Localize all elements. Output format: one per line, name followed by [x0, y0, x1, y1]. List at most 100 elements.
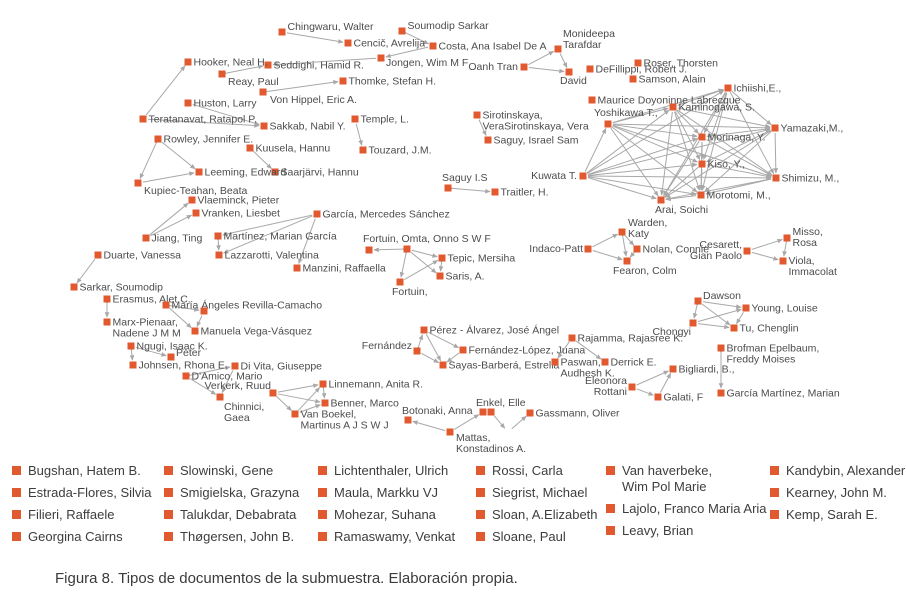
network-edge-clique — [587, 137, 698, 175]
network-edge — [404, 260, 439, 280]
network-node-kaminogawa — [669, 103, 677, 111]
network-edge — [76, 258, 96, 284]
legend-label: Thøgersen, John B. — [180, 528, 295, 544]
node-label-traitler: Traitler, H. — [501, 187, 549, 199]
network-node-fortleft — [365, 246, 373, 254]
network-node-derrick — [601, 358, 609, 366]
network-edge — [299, 404, 321, 413]
network-node-defillippi — [586, 65, 594, 73]
node-label-kaminogawa: Kaminogawa, S. — [679, 102, 755, 114]
network-edge — [592, 249, 623, 261]
network-node-tu — [730, 324, 738, 332]
network-edge — [222, 214, 313, 237]
node-label-shimizu: Shimizu, M., — [782, 173, 840, 185]
network-edge-clique — [664, 130, 772, 198]
network-edge — [447, 185, 491, 194]
network-node-damico — [182, 372, 190, 380]
network-node-nolan — [633, 245, 641, 253]
legend-bullet-icon — [606, 525, 615, 535]
network-edge-clique — [659, 111, 673, 196]
network-node-touzard — [359, 146, 367, 154]
node-label-young: Young, Louise — [752, 303, 818, 315]
figure-caption: Figura 8. Tipos de documentos de la subm… — [55, 570, 518, 587]
node-label-jiang: Jiang, Ting — [152, 233, 203, 245]
node-label-maria: María Ángeles Revilla-Camacho — [172, 299, 323, 312]
network-edge — [221, 64, 264, 77]
legend-bullet-icon — [606, 466, 615, 475]
node-label-jongen: Jongen, Wim M F — [386, 57, 468, 69]
network-edge — [139, 138, 161, 180]
network-edge-clique — [698, 168, 704, 191]
legend-label: Georgina Cairns — [28, 528, 123, 544]
network-edge-clique — [677, 107, 771, 129]
network-node-duarte — [94, 251, 102, 259]
network-edge — [222, 215, 313, 254]
network-edge — [428, 331, 460, 349]
legend-column-1: Bugshan, Hatem B. Estrada-Flores, Silvia F… — [12, 463, 162, 550]
network-node-enkel2 — [487, 408, 495, 416]
node-label-botonaki: Botonaki, Anna — [402, 405, 473, 417]
network-node-indaco — [584, 245, 592, 253]
network-node-roser — [634, 59, 642, 67]
network-node-traitler — [491, 188, 499, 196]
node-label-benner: Benner, Marco — [331, 398, 399, 410]
network-edge — [629, 247, 639, 258]
network-edge — [446, 352, 460, 363]
network-edge — [478, 119, 487, 137]
node-label-erasmus: Erasmus, Alet C. — [113, 294, 191, 306]
network-node-kupiec — [134, 179, 142, 187]
network-node-monideepa — [554, 45, 562, 53]
legend-label: Bugshan, Hatem B. — [28, 463, 141, 478]
network-node-peter — [167, 353, 175, 361]
node-label-leeming: Leeming, Edward — [205, 167, 287, 179]
network-node-ngugi — [127, 342, 135, 350]
network-edge-clique — [587, 128, 771, 176]
node-label-linnemann: Linnemann, Anita R. — [329, 379, 424, 391]
node-label-enkel1: Enkel, Elle — [476, 397, 526, 409]
network-node-johnsen — [129, 361, 137, 369]
network-edge — [169, 307, 192, 329]
network-node-verkerk — [269, 389, 277, 397]
network-edge — [421, 352, 440, 364]
node-label-rowley: Rowley, Jennifer E. — [164, 134, 254, 146]
network-node-benner — [321, 399, 329, 407]
node-label-samson: Samson, Alain — [639, 74, 706, 86]
legend-label: Lajolo, Franco Maria Aria — [622, 500, 767, 516]
network-edge — [659, 372, 672, 393]
node-label-misso: Misso, Rosa — [793, 226, 823, 249]
network-edge-clique — [706, 138, 773, 177]
node-label-kuwata: Kuwata T. — [531, 170, 577, 182]
legend-label: Slowinski, Gene — [180, 463, 274, 478]
network-edge — [277, 383, 319, 393]
node-label-fernandez: Fernández — [362, 340, 412, 352]
network-edge — [692, 300, 701, 319]
node-label-reay: Reay, Paul — [228, 76, 279, 88]
network-edge — [636, 388, 654, 396]
node-label-david: David — [560, 75, 587, 87]
node-label-kiso: Kiso, Y., — [708, 159, 746, 171]
network-node-warden — [618, 228, 626, 236]
legend-column-2: Slowinski, Gene Smigielska, Grazyna Talukd… — [164, 463, 316, 550]
node-label-verkerk: Verkerk, Ruud — [204, 380, 271, 392]
network-edge-clique — [674, 111, 701, 161]
network-node-lazzarotti — [215, 251, 223, 259]
node-label-bigliardi: Bigliardi, B., — [679, 364, 735, 376]
network-node-gassmann — [526, 409, 534, 417]
network-edge — [454, 414, 480, 430]
network-edge — [161, 141, 196, 170]
network-edge-clique — [677, 88, 724, 106]
node-label-costa: Costa, Ana Isabel De A — [439, 41, 547, 53]
network-edge — [277, 393, 321, 404]
network-node-kiso — [698, 160, 706, 168]
node-label-oanh: Oanh Tran — [468, 61, 518, 73]
network-node-oanh — [520, 63, 528, 71]
node-label-chongyi: Chongyi — [652, 326, 691, 338]
network-node-viola — [779, 257, 787, 265]
legend-item: Rossi, Carla — [476, 463, 604, 479]
node-label-galati: Galati, F — [664, 392, 704, 404]
network-edge-clique — [587, 176, 697, 196]
network-svg: Chingwaru, Walter Cencič, Avrelija Soumodi… — [70, 20, 843, 455]
node-label-sakkab: Sakkab, Nabil Y. — [270, 121, 346, 133]
node-label-yoshikawa: Yoshikawa T., — [594, 107, 658, 119]
network-edge-clique — [584, 127, 607, 172]
